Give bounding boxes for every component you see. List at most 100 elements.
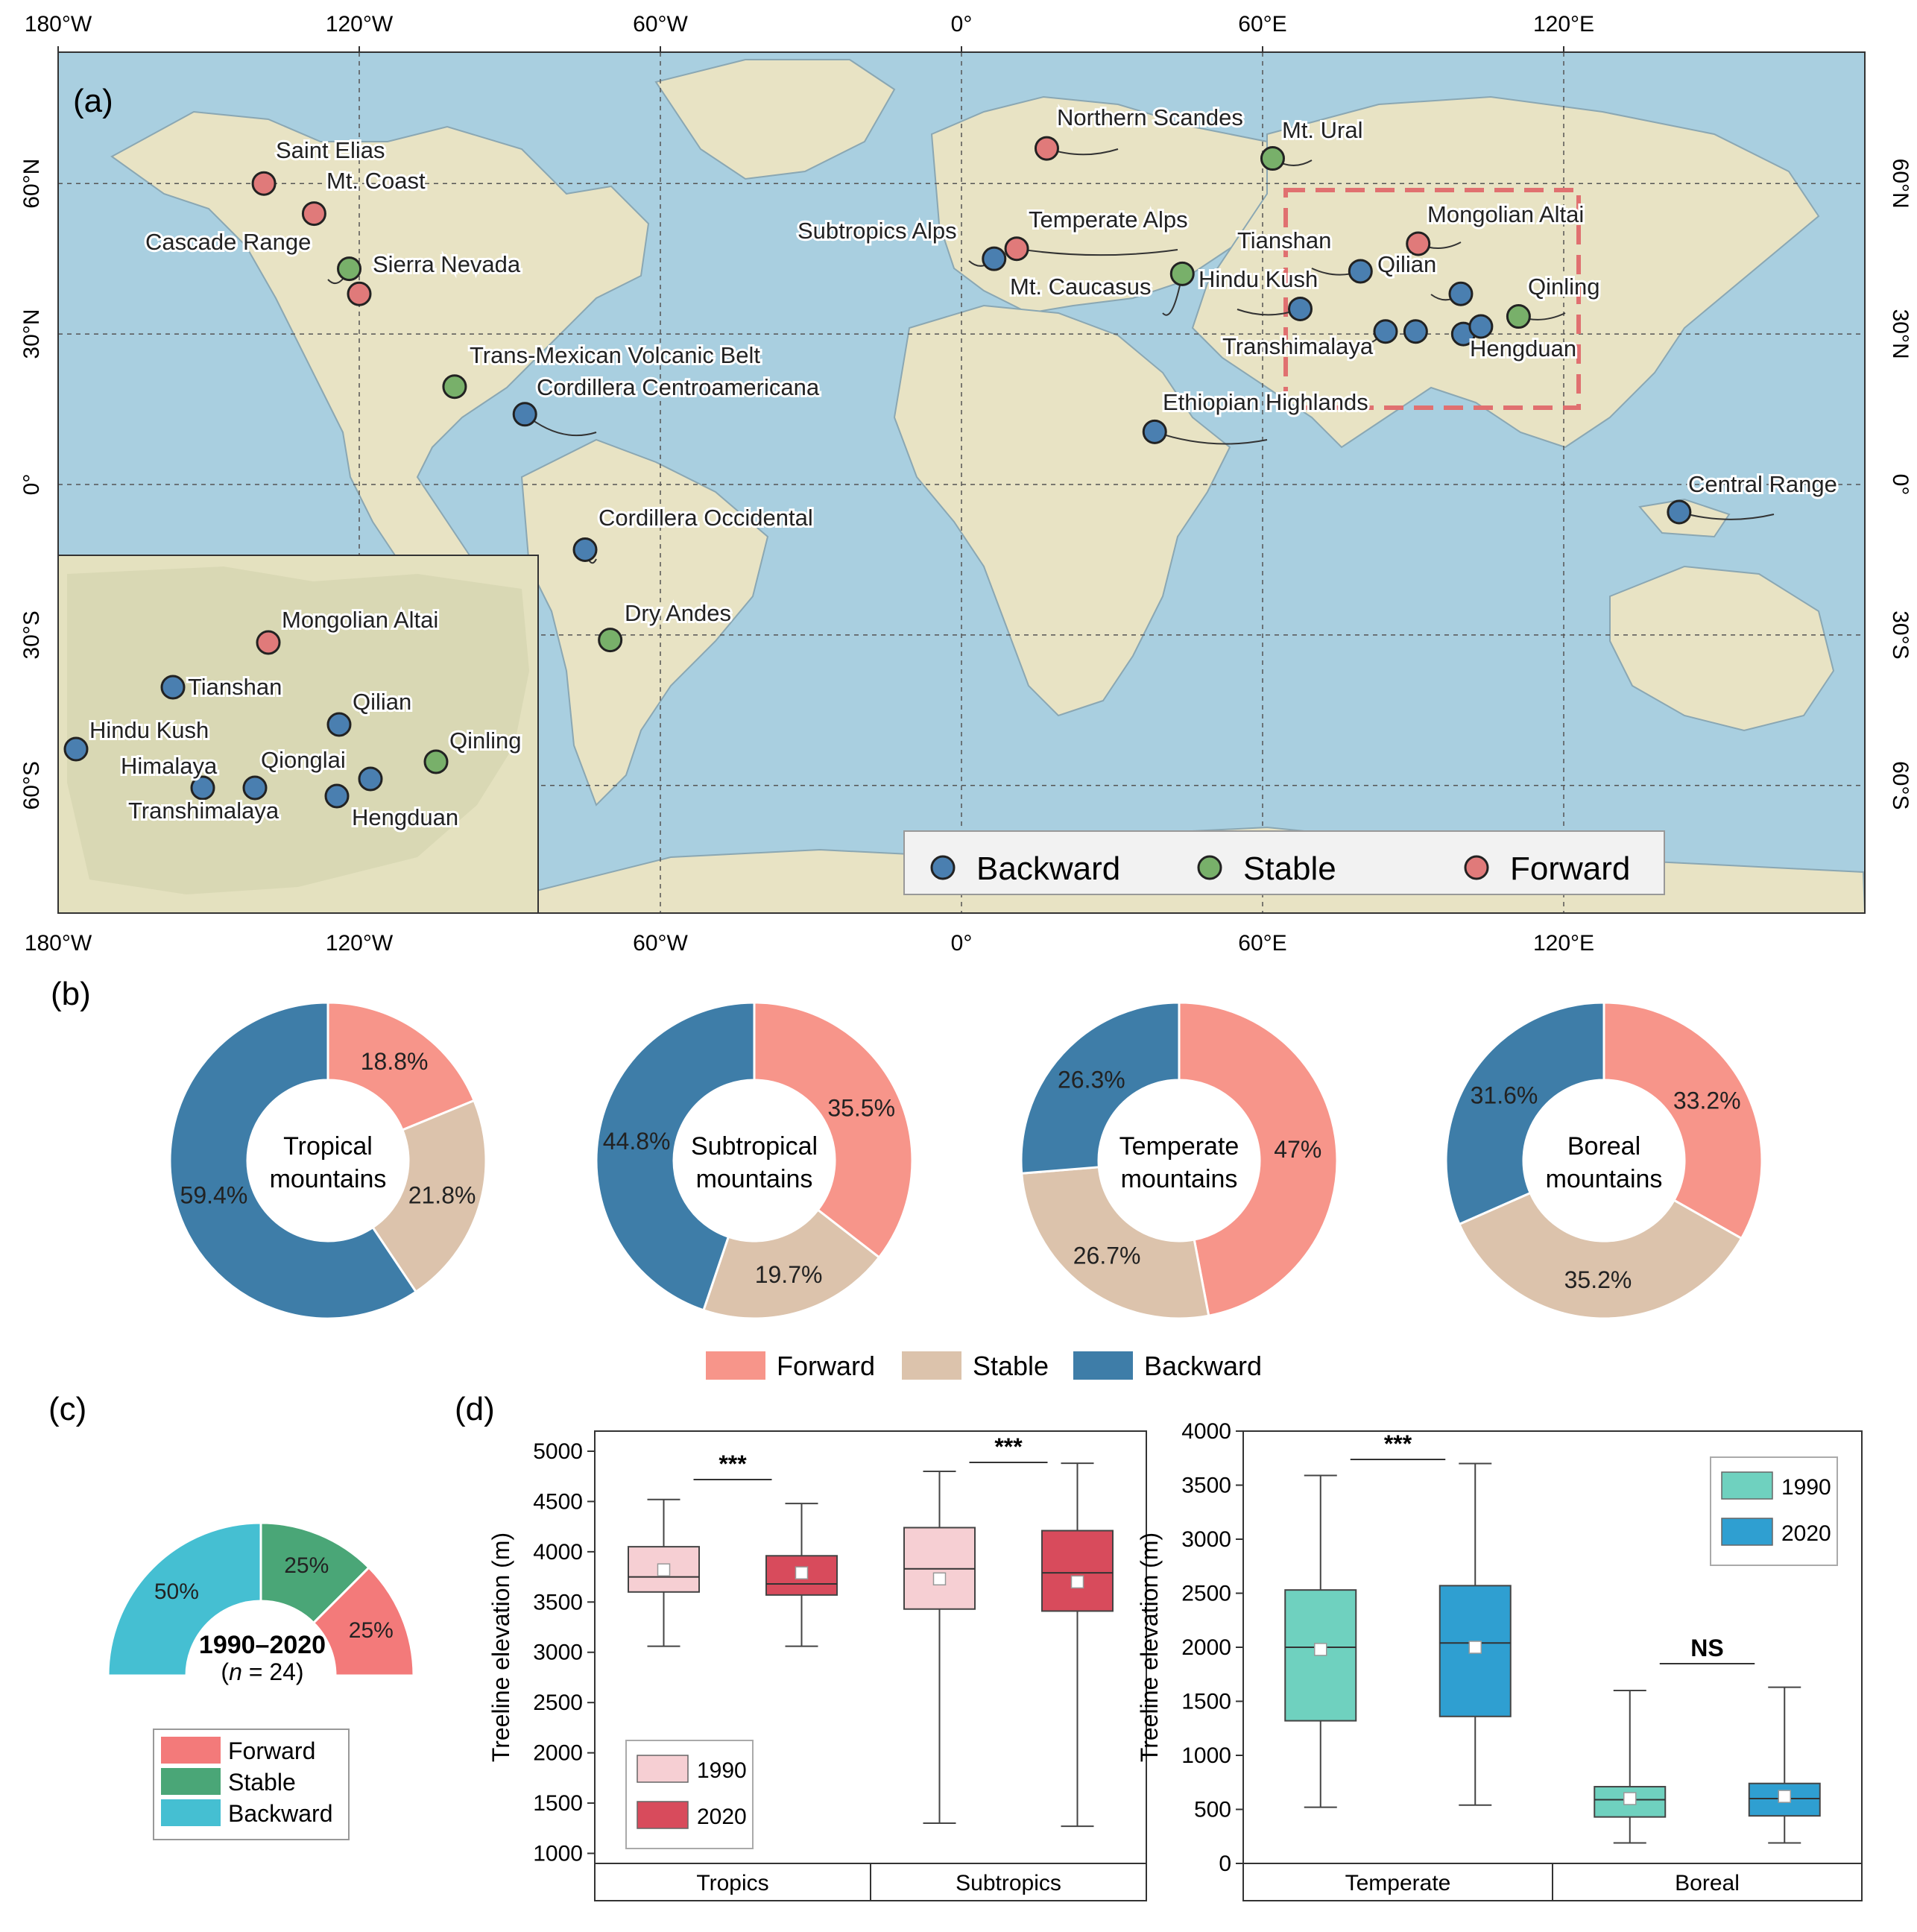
y-tick-label: 4000 [533,1540,583,1565]
inset-site-marker [256,630,281,655]
y-tick-label: 0 [1219,1852,1231,1876]
map-legend: Backward Stable Forward [903,830,1665,895]
box-subtropics-2020 [1041,1530,1114,1612]
panel-c-label: (c) [48,1391,86,1427]
region-box [1283,188,1581,410]
site-marker [1667,499,1692,525]
landmass-africa [893,304,1231,717]
map-ticks: 180°W 120°W 60°W 0° 60°E 120°E 180°W 120°W 60°W 0… [19,12,1913,956]
donut-slice-label: 18.8% [361,1048,429,1075]
site-marker [337,256,362,282]
sig-label: *** [719,1450,747,1477]
site-marker [1506,304,1531,329]
inset-site-label: Tianshan [188,674,282,700]
legend-forward-marker [1464,855,1489,880]
site-marker [1468,314,1494,339]
inset-site-marker [190,775,215,801]
site-label: Qilian [1377,251,1436,277]
y-tick-label: 5000 [533,1439,583,1464]
donut-slice-forward [753,1001,914,1260]
site-label: Mt. Caucasus [1010,274,1152,300]
c-legend-swatch [161,1737,221,1764]
donut-slice-stable [702,1208,881,1320]
group-label: Subtropics [956,1871,1061,1895]
tick-top: 180°W [25,12,92,37]
tick-top: 120°E [1533,12,1594,37]
y-tick-label: 3500 [1181,1474,1231,1498]
site-leader-line [1154,431,1268,445]
inset-site-marker [326,712,352,737]
tick-right: 60°N [1888,159,1913,209]
site-leader-line [1016,247,1178,256]
tick-right: 60°S [1888,761,1913,809]
inset-site-marker [423,749,449,774]
inset-map: Mongolian Altai Tianshan Qilian Hindu Kush Q… [57,555,539,914]
tick-top: 60°W [633,12,688,37]
group-label: Boreal [1675,1871,1740,1895]
c-legend-label: Backward [228,1800,333,1827]
donut-charts: 18.8% 21.8% 59.4% Tropical mountains 35.5% 19.… [168,1001,1763,1320]
site-label: Trans-Mexican Volcanic Belt [470,342,760,368]
donut-slice-label: 33.2% [1673,1087,1741,1114]
tick-top: 0° [951,12,973,37]
donut-slice-label: 26.7% [1073,1242,1141,1269]
landmass-greenland [654,59,896,180]
tick-bottom: 60°W [633,931,688,956]
y-tick-label: 1000 [533,1842,583,1866]
donut-slice-backward [595,1001,756,1312]
site-label: Northern Scandes [1057,104,1243,130]
site-marker [982,246,1007,271]
b-legend-swatch [1073,1351,1133,1380]
panel-a-label: (a) [73,83,113,119]
b-legend-swatch [706,1351,765,1380]
box-legend-label: 1990 [697,1758,747,1783]
tick-left: 30°S [19,610,44,659]
inset-site-label: Himalaya [121,753,218,779]
donut-slice-stable [371,1099,487,1294]
site-marker [442,374,467,400]
semi-slice-label: 25% [284,1553,329,1578]
donut-center-label: mountains [1546,1165,1663,1193]
box-legend-label: 2020 [697,1805,747,1829]
b-legend-label: Forward [777,1351,875,1381]
site-marker [301,201,326,227]
panel-c-center-title: 1990–2020 [199,1631,326,1659]
tick-left: 0° [19,474,44,496]
box-legend-swatch [1721,1471,1773,1500]
inset-site-label: Mongolian Altai [282,607,438,633]
donut-slice-forward [326,1001,476,1131]
landmass-asia [1191,95,1820,449]
landmass-south-america [520,438,769,806]
tick-right: 0° [1888,474,1913,496]
y-tick-label: 1500 [1181,1690,1231,1714]
map-sites: Saint Elias Mt. Coast Cascade Range Sierra … [143,102,1839,653]
box-mean [1778,1790,1791,1803]
tick-left: 30°N [19,309,44,359]
donut-slice-label: 21.8% [408,1182,476,1209]
donut-center-label: mountains [270,1165,387,1193]
b-legend-label: Backward [1144,1351,1262,1381]
site-marker [347,281,372,306]
sig-label: *** [994,1433,1023,1460]
legend-stable-label: Stable [1243,850,1336,887]
inset-site-label: Hengduan [352,804,458,830]
site-marker [1260,146,1285,171]
tick-bottom: 120°W [326,931,394,956]
boxplot-right: 0 500 1000 1500 2000 2500 3000 3500 4000 Treeline… [1136,1419,1863,1901]
site-marker [1142,419,1167,444]
tick-top: 60°E [1238,12,1286,37]
panel-c-legend: Forward Stable Backward [153,1729,350,1840]
y-tick-label: 4000 [1181,1419,1231,1444]
donut-slice-label: 35.2% [1564,1266,1632,1293]
y-tick-label: 2500 [533,1690,583,1715]
y-tick-label: 3500 [533,1590,583,1614]
box-mean [795,1566,809,1579]
inset-site-marker [324,783,350,809]
site-marker [1406,231,1431,256]
site-label: Hengduan [1470,335,1576,362]
c-legend-label: Stable [228,1769,296,1796]
legend-forward-label: Forward [1510,850,1630,887]
y-tick-label: 1000 [1181,1743,1231,1768]
c-legend-label: Forward [228,1737,315,1764]
